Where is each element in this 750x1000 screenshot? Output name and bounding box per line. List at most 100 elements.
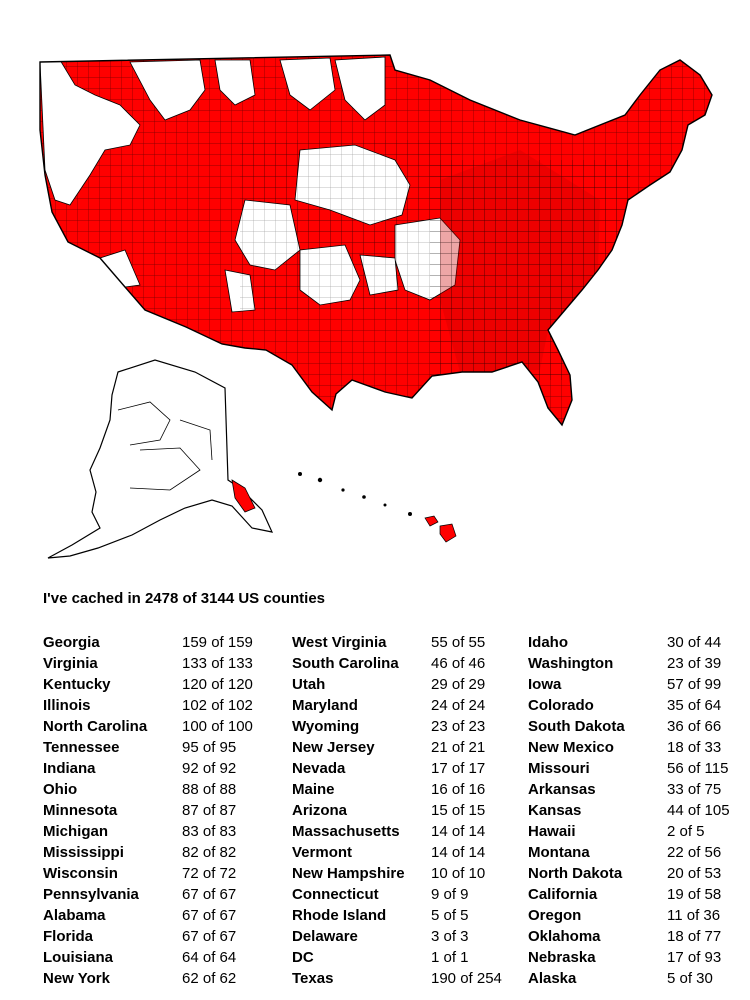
state-name: Iowa: [528, 676, 562, 693]
state-name: Arkansas: [528, 781, 596, 798]
state-name: Arizona: [292, 802, 348, 819]
county-count: 3 of 3: [431, 928, 469, 945]
state-name: Maine: [292, 781, 335, 798]
county-count: 55 of 55: [431, 634, 486, 651]
county-count: 29 of 29: [431, 676, 486, 693]
state-name: Massachusetts: [292, 823, 400, 840]
state-name: California: [528, 886, 598, 903]
county-count: 133 of 133: [182, 655, 253, 672]
state-name: Tennessee: [43, 739, 120, 756]
county-count: 36 of 66: [667, 718, 722, 735]
county-count: 88 of 88: [182, 781, 237, 798]
county-count: 2 of 5: [667, 823, 705, 840]
state-name: Hawaii: [528, 823, 576, 840]
county-count: 19 of 58: [667, 886, 722, 903]
county-count: 190 of 254: [431, 970, 502, 987]
summary-text: I've cached in 2478 of 3144 US counties: [43, 590, 326, 607]
state-name: South Carolina: [292, 655, 399, 672]
state-name: Oklahoma: [528, 928, 601, 945]
county-count: 95 of 95: [182, 739, 237, 756]
state-name: Wisconsin: [43, 865, 118, 882]
state-name: Vermont: [292, 844, 353, 861]
county-count: 92 of 92: [182, 760, 237, 777]
county-count: 72 of 72: [182, 865, 237, 882]
state-name: Louisiana: [43, 949, 114, 966]
county-count: 83 of 83: [182, 823, 237, 840]
state-name: New York: [43, 970, 110, 987]
state-name: Wyoming: [292, 718, 360, 735]
state-name: Michigan: [43, 823, 109, 840]
county-count: 22 of 56: [667, 844, 722, 861]
state-name: Nevada: [292, 760, 346, 777]
county-count: 102 of 102: [182, 697, 253, 714]
county-count: 57 of 99: [667, 676, 722, 693]
county-count: 14 of 14: [431, 844, 486, 861]
state-name: Georgia: [43, 634, 100, 651]
county-count: 67 of 67: [182, 907, 237, 924]
state-name: Rhode Island: [292, 907, 387, 924]
county-count: 33 of 75: [667, 781, 722, 798]
state-name: Delaware: [292, 928, 358, 945]
county-count: 11 of 36: [667, 907, 721, 924]
county-count: 67 of 67: [182, 928, 237, 945]
state-name: New Jersey: [292, 739, 375, 756]
state-name: North Carolina: [43, 718, 148, 735]
county-count: 120 of 120: [182, 676, 253, 693]
county-count: 1 of 1: [431, 949, 469, 966]
hawaii-state: [298, 472, 457, 543]
county-count: 67 of 67: [182, 886, 237, 903]
county-count: 64 of 64: [182, 949, 237, 966]
state-name: Ohio: [43, 781, 78, 798]
county-count: 15 of 15: [431, 802, 486, 819]
state-name: Nebraska: [528, 949, 596, 966]
state-name: West Virginia: [292, 634, 387, 651]
state-name: Idaho: [528, 634, 568, 651]
us-counties-map: [39, 54, 713, 559]
county-count: 18 of 33: [667, 739, 722, 756]
state-name: Maryland: [292, 697, 358, 714]
state-name: Colorado: [528, 697, 594, 714]
state-name: Kansas: [528, 802, 582, 819]
county-count: 17 of 93: [667, 949, 722, 966]
county-count: 159 of 159: [182, 634, 253, 651]
state-name: Utah: [292, 676, 326, 693]
county-count: 56 of 115: [667, 760, 729, 777]
state-name: Alabama: [43, 907, 106, 924]
county-count: 18 of 77: [667, 928, 722, 945]
state-name: Oregon: [528, 907, 582, 924]
state-name: Minnesota: [43, 802, 118, 819]
county-count: 16 of 16: [431, 781, 486, 798]
county-count: 5 of 5: [431, 907, 469, 924]
county-count: 20 of 53: [667, 865, 722, 882]
state-name: Alaska: [528, 970, 577, 987]
state-name: Pennsylvania: [43, 886, 139, 903]
state-name: North Dakota: [528, 865, 623, 882]
county-count: 23 of 23: [431, 718, 486, 735]
county-count: 87 of 87: [182, 802, 237, 819]
state-name: Virginia: [43, 655, 98, 672]
county-count: 62 of 62: [182, 970, 237, 987]
state-name: New Hampshire: [292, 865, 405, 882]
state-name: DC: [292, 949, 314, 966]
county-count: 46 of 46: [431, 655, 486, 672]
state-name: Connecticut: [292, 886, 379, 903]
county-count: 9 of 9: [431, 886, 469, 903]
state-name: Washington: [528, 655, 614, 672]
state-name: Montana: [528, 844, 590, 861]
state-name: New Mexico: [528, 739, 614, 756]
state-name: Texas: [292, 970, 334, 987]
state-name: Florida: [43, 928, 94, 945]
county-count: 10 of 10: [431, 865, 486, 882]
county-count: 30 of 44: [667, 634, 722, 651]
alaska-state: [47, 359, 274, 559]
county-count: 21 of 21: [431, 739, 486, 756]
county-count: 5 of 30: [667, 970, 713, 987]
county-count: 44 of 105: [667, 802, 730, 819]
state-name: Missouri: [528, 760, 590, 777]
county-count: 17 of 17: [431, 760, 486, 777]
state-name: Kentucky: [43, 676, 111, 693]
county-count: 24 of 24: [431, 697, 486, 714]
county-count: 23 of 39: [667, 655, 722, 672]
state-name: Illinois: [43, 697, 91, 714]
county-count: 14 of 14: [431, 823, 486, 840]
